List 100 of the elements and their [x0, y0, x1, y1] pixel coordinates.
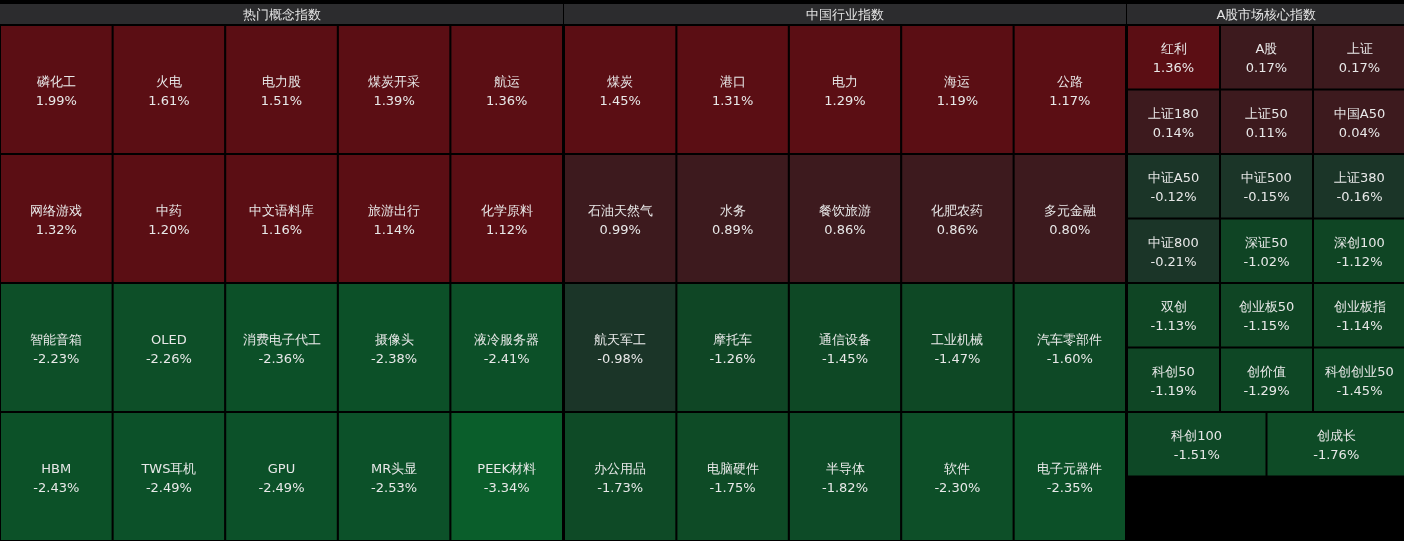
- data-label: -2.38%: [371, 350, 418, 366]
- category-label: 多元金融: [1043, 202, 1096, 218]
- category-label: 煤炭开采: [368, 73, 421, 89]
- category-label: 科创100: [1171, 428, 1223, 444]
- data-label: -2.36%: [258, 350, 305, 366]
- category-label: 深创100: [1334, 234, 1385, 250]
- data-label: 1.99%: [35, 92, 77, 108]
- data-label: -1.02%: [1243, 253, 1290, 269]
- category-label: 液冷服务器: [474, 331, 540, 347]
- data-label: -1.60%: [1046, 350, 1093, 366]
- category-label: 中国A50: [1333, 105, 1386, 121]
- data-label: 1.36%: [1152, 60, 1195, 76]
- data-label: -0.16%: [1336, 189, 1383, 205]
- category-label: 上证: [1346, 41, 1373, 57]
- data-label: 0.89%: [711, 221, 754, 237]
- category-label: 深证50: [1245, 234, 1288, 250]
- category-label: 煤炭: [607, 73, 634, 89]
- category-label: 摩托车: [713, 331, 753, 347]
- data-label: -1.29%: [1243, 382, 1290, 398]
- category-label: 红利: [1160, 41, 1187, 57]
- category-label: A股: [1255, 41, 1278, 57]
- category-label: 水务: [719, 202, 746, 218]
- data-label: -2.41%: [483, 350, 530, 366]
- data-label: -2.23%: [33, 350, 80, 366]
- data-label: -1.26%: [709, 350, 756, 366]
- category-label: 上证50: [1245, 105, 1288, 121]
- category-label: 中证A50: [1147, 170, 1200, 186]
- category-label: 餐饮旅游: [819, 202, 871, 218]
- category-label: 软件: [944, 460, 971, 476]
- data-label: -1.75%: [709, 479, 756, 495]
- category-label: 智能音箱: [30, 331, 83, 347]
- data-label: -0.15%: [1243, 189, 1290, 205]
- data-label: -2.49%: [258, 479, 305, 495]
- data-label: 0.04%: [1338, 124, 1381, 140]
- category-label: 化肥农药: [931, 202, 984, 218]
- text: 热门概念指数: [242, 7, 321, 22]
- data-label: -1.47%: [934, 350, 981, 366]
- data-label: -1.12%: [1336, 253, 1383, 269]
- data-label: 1.29%: [824, 92, 866, 108]
- data-label: 1.14%: [373, 221, 415, 237]
- category-label: 办公用品: [594, 460, 647, 476]
- data-label: -1.76%: [1313, 447, 1360, 463]
- category-label: 网络游戏: [30, 202, 83, 218]
- category-label: 港口: [719, 73, 746, 89]
- category-label: 创业板指: [1333, 299, 1386, 315]
- category-label: 中证500: [1241, 170, 1292, 186]
- category-label: HBM: [41, 460, 72, 476]
- data-label: 0.14%: [1152, 124, 1195, 140]
- category-label: GPU: [267, 460, 296, 476]
- category-label: 旅游出行: [368, 202, 421, 218]
- category-label: 公路: [1056, 73, 1083, 89]
- category-label: 磷化工: [35, 73, 76, 89]
- category-label: 半导体: [825, 460, 865, 476]
- data-label: -2.49%: [145, 479, 192, 495]
- data-label: 1.51%: [260, 92, 303, 108]
- category-label: 中文语料库: [249, 202, 314, 218]
- text: A股市场核心指数: [1216, 7, 1317, 22]
- data-label: -1.15%: [1243, 318, 1290, 334]
- category-label: 创成长: [1316, 428, 1356, 444]
- category-label: 科创50: [1152, 363, 1195, 379]
- data-label: 0.80%: [1049, 221, 1091, 237]
- category-label: 化学原料: [480, 202, 533, 218]
- data-label: -0.98%: [597, 350, 644, 366]
- data-label: 1.39%: [373, 92, 415, 108]
- category-label: 海运: [944, 73, 971, 89]
- category-label: 中证800: [1148, 234, 1199, 250]
- category-label: TWS耳机: [140, 460, 197, 476]
- data-label: 0.17%: [1338, 60, 1381, 76]
- data-label: 1.36%: [486, 92, 528, 108]
- category-label: 火电: [155, 73, 182, 89]
- data-label: 0.99%: [599, 221, 641, 237]
- data-label: 1.45%: [599, 92, 641, 108]
- data-label: 1.19%: [936, 92, 979, 108]
- data-label: -1.73%: [597, 479, 644, 495]
- category-label: 创价值: [1247, 363, 1286, 379]
- category-label: MR头显: [370, 460, 418, 476]
- data-label: 1.17%: [1049, 92, 1091, 108]
- category-label: 汽车零部件: [1037, 331, 1103, 347]
- data-label: 1.16%: [260, 221, 303, 237]
- category-label: 科创创业50: [1325, 363, 1394, 379]
- category-label: 创业板50: [1238, 299, 1295, 315]
- category-label: 电子元器件: [1037, 460, 1103, 476]
- data-label: 0.17%: [1245, 60, 1288, 76]
- data-label: -2.35%: [1046, 479, 1093, 495]
- category-label: PEEK材料: [477, 460, 537, 476]
- data-label: -0.21%: [1150, 253, 1197, 269]
- category-label: 航运: [493, 73, 520, 89]
- data-label: 1.12%: [486, 221, 528, 237]
- data-label: -2.30%: [934, 479, 981, 495]
- data-label: -2.43%: [33, 479, 80, 495]
- data-label: -1.45%: [1336, 382, 1383, 398]
- category-label: 摄像头: [374, 331, 414, 347]
- data-label: -2.53%: [371, 479, 418, 495]
- data-label: 0.11%: [1245, 124, 1288, 140]
- data-label: -1.45%: [822, 350, 868, 366]
- data-label: -1.13%: [1150, 318, 1197, 334]
- category-label: 消费电子代工: [242, 331, 321, 347]
- category-label: 上证380: [1334, 170, 1385, 186]
- data-label: -1.19%: [1150, 382, 1197, 398]
- data-label: -0.12%: [1150, 189, 1197, 205]
